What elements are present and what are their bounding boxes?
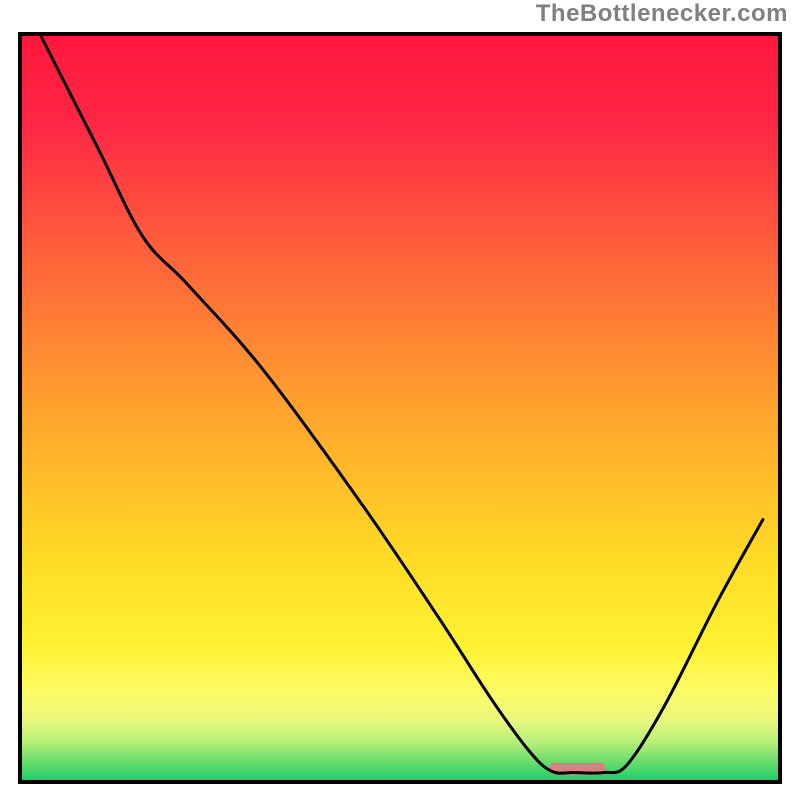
root-container: TheBottlenecker.com [0, 0, 800, 800]
watermark-text: TheBottlenecker.com [536, 0, 788, 28]
chart-svg [0, 0, 800, 800]
plot-background [22, 36, 778, 780]
